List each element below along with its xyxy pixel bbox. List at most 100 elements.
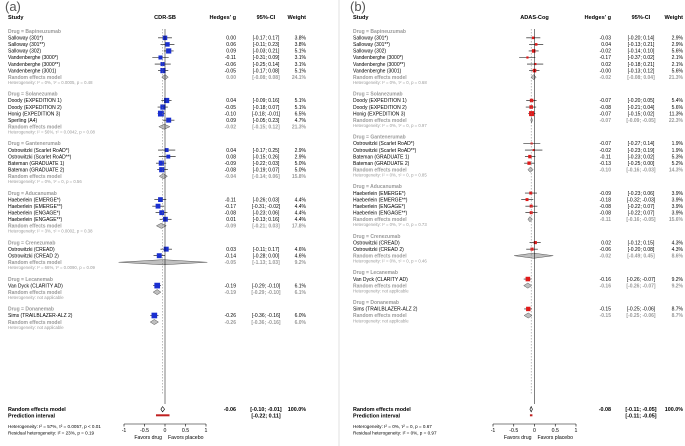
study-effect: 0.02 (601, 240, 611, 246)
study-label: Salloway (301*) (8, 36, 43, 42)
study-ci: [-0.25; -0.06] (627, 307, 656, 313)
study-effect: 0.09 (226, 118, 236, 124)
study-weight: 5.0% (295, 161, 307, 167)
study-square (159, 210, 165, 216)
study-effect: -0.07 (600, 98, 612, 104)
study-ci: [-0.22; 0.07] (628, 204, 655, 210)
re-weight: 15.6% (669, 217, 684, 223)
study-square (163, 246, 169, 252)
re-effect: -0.05 (225, 260, 237, 266)
panel-label: (b) (350, 0, 366, 14)
study-weight: 2.9% (672, 42, 684, 48)
re-diamond (530, 74, 537, 81)
re-ci: [-0.21; 0.03] (252, 224, 280, 230)
study-label: Ostrowitzki (Scarlet RoAD*) (353, 141, 415, 147)
study-square (529, 98, 534, 103)
study-label: Sperling (A4) (8, 118, 38, 124)
study-label: Honig (EXPEDITION 3) (353, 111, 406, 117)
re-label: Random effects model (8, 174, 62, 180)
re-diamond (149, 319, 159, 325)
study-weight: 2.1% (672, 62, 684, 68)
study-square (162, 216, 168, 222)
header-hedges-g: Hedges' g (584, 15, 611, 21)
study-label: Haeberlein (ENGAGE*) (353, 204, 406, 210)
group-title: Drug = Crenezumab (353, 234, 400, 240)
study-ci: [-0.20; 0.14] (628, 36, 655, 42)
re-weight: 6.0% (295, 320, 307, 326)
prediction-ci: [-0.11; -0.05] (625, 413, 656, 419)
study-label: Vandenberghe (3001) (353, 68, 402, 74)
re-diamond (527, 216, 533, 223)
overall-effect: -0.06 (224, 407, 236, 413)
re-ci: [-0.09; -0.05] (626, 118, 656, 124)
study-square (151, 312, 158, 319)
re-ci: [-0.29; -0.10] (251, 290, 281, 296)
group-title: Drug = Gantenerumab (8, 141, 61, 147)
group-heterogeneity: Heterogeneity: I² = 0%, τ² = 0.0005, p =… (8, 80, 93, 85)
study-square (154, 282, 161, 289)
study-effect: -0.10 (225, 111, 237, 117)
study-ci: [-0.37; 0.02] (628, 55, 655, 61)
study-label: Salloway (301**) (353, 42, 390, 48)
study-label: Haeberlein (EMERGE**) (8, 204, 63, 210)
study-effect: 0.08 (226, 154, 236, 160)
re-diamond (152, 289, 162, 296)
group-heterogeneity: Heterogeneity: I² = 0%, τ² = 0, p = 0.56 (8, 179, 82, 184)
study-ci: [-0.21; 0.04] (628, 105, 655, 111)
study-label: Doody (EXPEDITION 1) (8, 98, 62, 104)
re-weight: 24.1% (292, 75, 307, 81)
study-effect: -0.17 (225, 204, 237, 210)
study-weight: 5.6% (672, 105, 684, 111)
overall-weight: 100.0% (288, 407, 306, 413)
overall-label: Random effects model (353, 407, 411, 413)
study-label: Doody (EXPEDITION 2) (8, 105, 62, 111)
study-effect: 0.00 (226, 36, 236, 42)
study-label: Haeberlein (EMERGE*) (8, 197, 61, 203)
study-square (529, 111, 535, 117)
study-square (158, 55, 163, 60)
study-effect: 0.04 (601, 42, 611, 48)
re-effect: -0.04 (225, 174, 237, 180)
study-weight: 1.9% (672, 148, 684, 154)
header-ci: 95%-CI (632, 15, 651, 21)
group-title: Drug = Aducanumab (8, 191, 57, 197)
re-diamond (514, 252, 554, 259)
study-square (526, 306, 531, 312)
study-ci: [-0.27; 0.14] (628, 141, 655, 147)
prediction-bar (155, 414, 170, 417)
group-title: Drug = Crenezumab (8, 240, 55, 246)
re-effect: -0.02 (225, 124, 237, 130)
study-ci: [-0.25; 0.00] (628, 161, 655, 167)
study-weight: 5.1% (295, 68, 307, 74)
study-effect: 0.03 (226, 247, 236, 253)
study-weight: 3.8% (295, 42, 307, 48)
study-weight: 8.7% (672, 307, 684, 313)
study-weight: 3.9% (672, 191, 684, 197)
study-ci: [-0.26; 0.03] (253, 197, 280, 203)
study-weight: 5.1% (295, 105, 307, 111)
group-heterogeneity: Heterogeneity: I² = 3%, τ² = 0.0002, p =… (8, 229, 93, 234)
study-effect: -0.03 (600, 36, 612, 42)
re-ci: [-0.08; 0.08] (252, 75, 280, 81)
study-effect: -0.02 (600, 49, 612, 55)
re-effect: -0.26 (225, 320, 237, 326)
study-label: Vandenberghe (3000*) (353, 55, 404, 61)
re-ci: [-0.15; 0.12] (252, 124, 280, 130)
study-ci: [-0.12; 0.15] (628, 240, 655, 246)
study-weight: 4.3% (672, 247, 684, 253)
group-heterogeneity: Heterogeneity: I² = 56%, τ² = 0.0042, p … (8, 129, 95, 134)
re-label: Random effects model (8, 75, 62, 81)
overall-heterogeneity: Heterogeneity: I² = 57%, τ² = 0.0057, p … (8, 424, 101, 429)
study-weight: 4.6% (295, 253, 307, 259)
study-square (525, 198, 529, 202)
study-ci: [-0.32; -0.03] (627, 197, 656, 203)
re-ci: [-0.16; -0.05] (626, 217, 656, 223)
prediction-ci: [-0.22; 0.11] (251, 413, 281, 419)
re-ci: [-0.26; -0.07] (626, 283, 656, 289)
study-effect: -0.16 (600, 277, 612, 283)
study-ci: [-0.20; 0.08] (628, 247, 655, 253)
